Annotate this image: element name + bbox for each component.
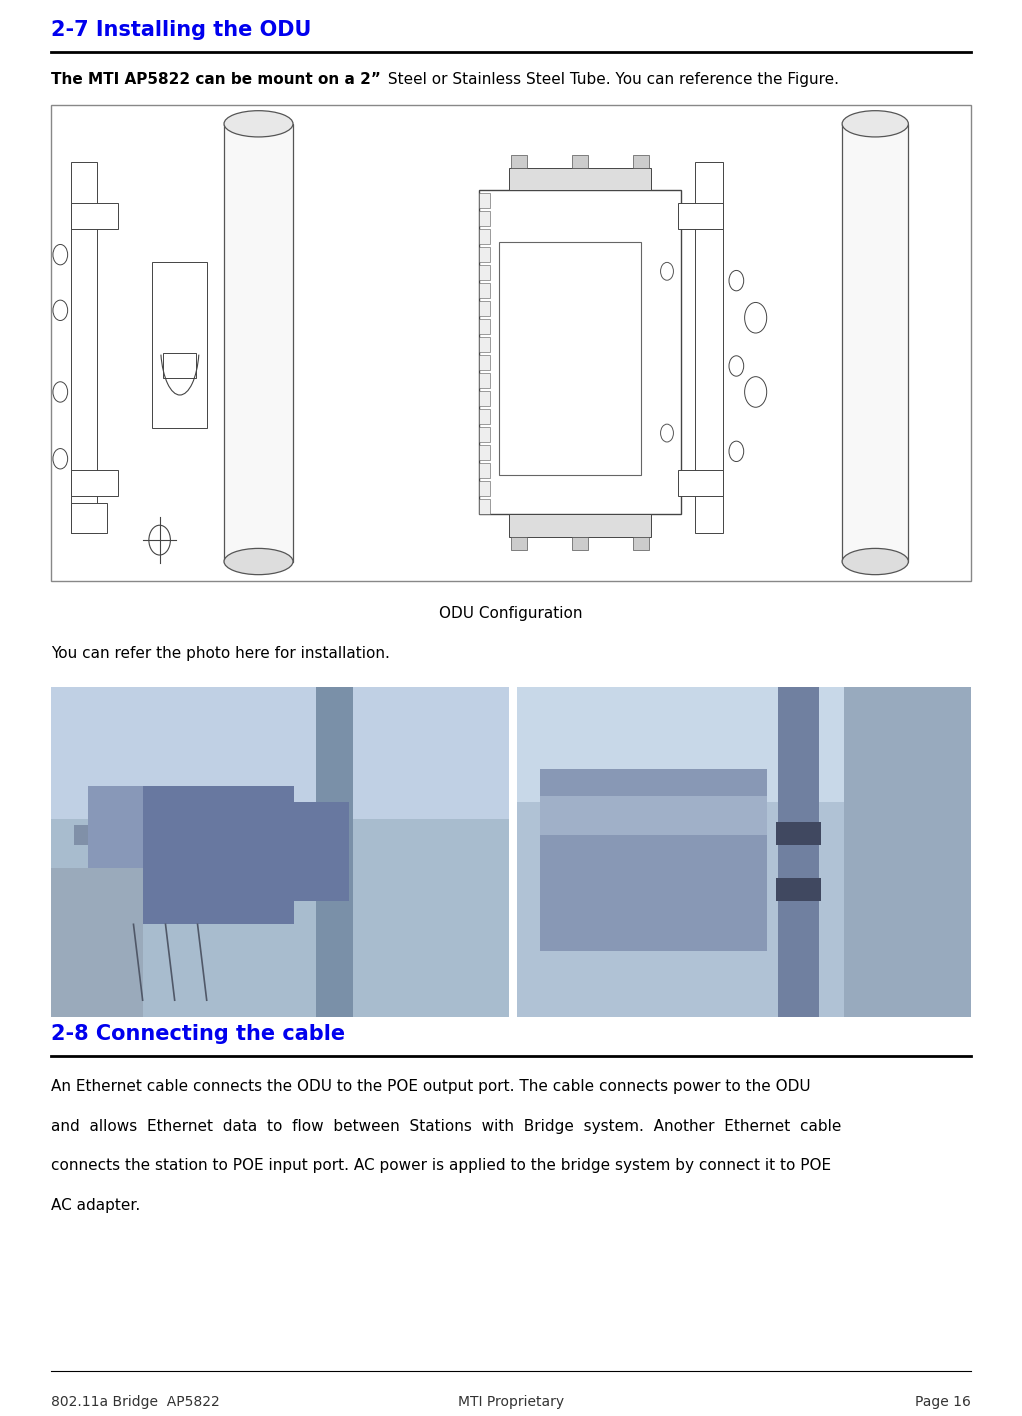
Text: AC adapter.: AC adapter. (51, 1198, 140, 1214)
Text: You can refer the photo here for installation.: You can refer the photo here for install… (51, 646, 390, 661)
Bar (51, 687, 509, 1017)
Bar (88, 786, 293, 925)
Bar (478, 193, 490, 208)
Bar (778, 687, 819, 1017)
Bar (478, 302, 490, 316)
Bar (509, 167, 651, 190)
Text: MTI Proprietary: MTI Proprietary (458, 1395, 564, 1409)
Bar (478, 337, 490, 353)
Text: 2-8 Connecting the cable: 2-8 Connecting the cable (51, 1024, 345, 1044)
Bar (478, 480, 490, 496)
Bar (72, 202, 118, 228)
Bar (517, 687, 971, 803)
Circle shape (660, 262, 673, 280)
Bar (776, 823, 821, 845)
Text: The MTI AP5822 can be mount on a 2”: The MTI AP5822 can be mount on a 2” (51, 72, 381, 88)
Bar (517, 687, 971, 1017)
Bar (478, 426, 490, 442)
Bar (679, 202, 723, 228)
Text: 802.11a Bridge  AP5822: 802.11a Bridge AP5822 (51, 1395, 220, 1409)
Bar (509, 514, 651, 537)
Ellipse shape (842, 548, 909, 575)
Bar (51, 868, 143, 1017)
Bar (74, 826, 326, 845)
Text: and  allows  Ethernet  data  to  flow  between  Stations  with  Bridge  system. : and allows Ethernet data to flow between… (51, 1119, 841, 1134)
Bar (478, 283, 490, 299)
Bar (478, 409, 490, 423)
Bar (478, 229, 490, 245)
Bar (72, 161, 97, 532)
Circle shape (53, 245, 67, 265)
Bar (152, 262, 207, 428)
Bar (478, 391, 490, 406)
Bar (164, 354, 196, 378)
Bar (776, 878, 821, 901)
Bar (540, 769, 766, 950)
Bar (88, 786, 143, 925)
Bar (695, 161, 723, 532)
Bar (72, 503, 107, 532)
Bar (540, 796, 766, 835)
Ellipse shape (842, 110, 909, 137)
Text: 2-7 Installing the ODU: 2-7 Installing the ODU (51, 20, 312, 40)
Bar (478, 211, 490, 227)
Bar (842, 123, 909, 562)
Bar (844, 687, 971, 1017)
Bar (317, 687, 354, 1017)
Circle shape (745, 303, 766, 333)
Circle shape (53, 300, 67, 320)
Text: ODU Configuration: ODU Configuration (439, 606, 583, 622)
Circle shape (660, 425, 673, 442)
Bar (478, 463, 490, 479)
Bar (51, 687, 509, 818)
Bar (478, 355, 490, 370)
Text: Page 16: Page 16 (915, 1395, 971, 1409)
Bar (679, 470, 723, 496)
Circle shape (729, 442, 744, 462)
Bar (478, 246, 490, 262)
Circle shape (729, 355, 744, 377)
Bar (633, 537, 649, 549)
Bar (51, 105, 971, 581)
Bar (499, 242, 641, 476)
Bar (478, 372, 490, 388)
Circle shape (729, 270, 744, 290)
Bar (511, 537, 527, 549)
Bar (293, 803, 349, 901)
Bar (511, 154, 527, 167)
Bar (478, 265, 490, 280)
Text: Steel or Stainless Steel Tube. You can reference the Figure.: Steel or Stainless Steel Tube. You can r… (383, 72, 839, 88)
Text: An Ethernet cable connects the ODU to the POE output port. The cable connects po: An Ethernet cable connects the ODU to th… (51, 1079, 810, 1095)
Bar (478, 445, 490, 460)
Circle shape (745, 377, 766, 408)
Ellipse shape (224, 548, 293, 575)
Bar (224, 123, 293, 562)
Text: connects the station to POE input port. AC power is applied to the bridge system: connects the station to POE input port. … (51, 1158, 831, 1174)
Bar (572, 537, 588, 549)
Bar (478, 498, 490, 514)
Circle shape (53, 382, 67, 402)
Bar (572, 154, 588, 167)
Bar (478, 190, 681, 514)
Bar (478, 319, 490, 334)
Bar (633, 154, 649, 167)
Bar (72, 470, 118, 496)
Ellipse shape (224, 110, 293, 137)
Circle shape (53, 449, 67, 469)
